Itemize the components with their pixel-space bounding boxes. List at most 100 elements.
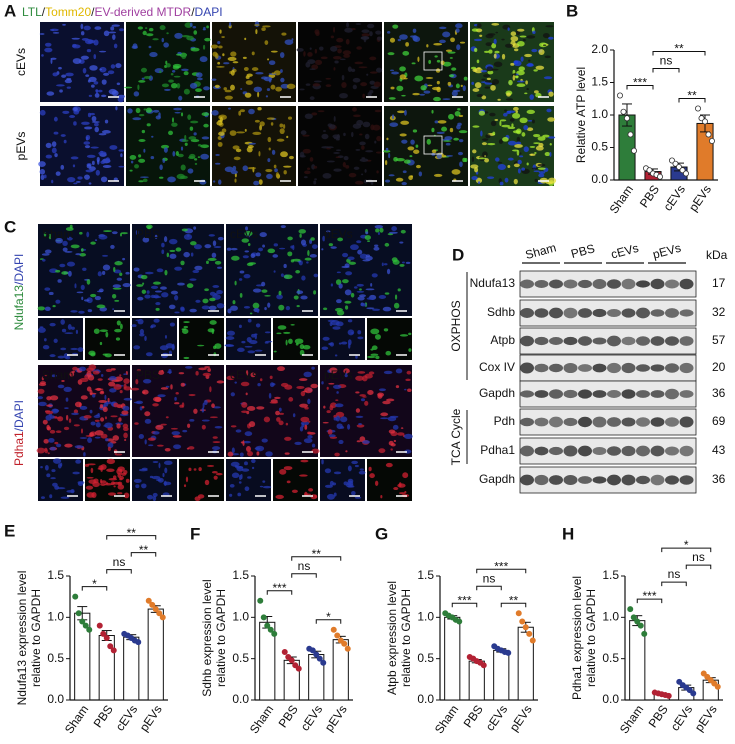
micrograph-texture xyxy=(187,423,191,428)
micrograph-texture xyxy=(217,61,221,65)
micrograph-texture xyxy=(70,156,79,160)
micrograph-texture xyxy=(87,112,92,118)
micrograph-texture xyxy=(369,31,373,37)
micrograph-texture xyxy=(531,167,538,170)
micrograph-texture xyxy=(87,79,91,83)
image-label: PBS xyxy=(136,227,160,241)
micrograph-texture xyxy=(240,441,245,444)
micrograph-texture xyxy=(91,160,95,166)
micrograph-texture xyxy=(396,432,405,436)
micrograph-texture xyxy=(494,50,500,54)
micrograph-texture xyxy=(114,453,123,456)
micrograph-texture xyxy=(543,76,553,80)
significance-label: ** xyxy=(687,89,697,103)
micrograph-texture xyxy=(80,248,84,252)
data-point xyxy=(630,614,637,621)
micrograph-texture xyxy=(484,80,492,83)
micrograph-texture xyxy=(482,151,488,158)
micrograph-texture xyxy=(509,118,515,122)
blot-band xyxy=(621,362,636,374)
section-label: OXPHOS xyxy=(449,300,463,351)
micrograph-texture xyxy=(173,107,182,111)
micrograph-texture xyxy=(374,109,382,113)
micrograph-texture xyxy=(57,384,65,389)
micrograph-texture xyxy=(397,288,401,292)
micrograph-texture xyxy=(71,412,79,416)
data-point xyxy=(617,92,624,99)
micrograph-texture xyxy=(97,290,104,293)
data-point xyxy=(624,115,631,122)
micrograph-texture xyxy=(152,38,159,41)
row-label-part: /DAPI xyxy=(12,400,26,431)
micrograph-texture xyxy=(119,272,123,277)
micrograph-texture xyxy=(130,387,140,391)
micrograph-texture xyxy=(364,373,373,379)
micrograph-texture xyxy=(251,51,255,56)
micrograph-texture xyxy=(275,410,280,416)
y-axis-label: Pdha1 expression level xyxy=(570,576,584,700)
micrograph-texture xyxy=(399,241,404,244)
data-point xyxy=(103,635,110,642)
micrograph-texture xyxy=(110,26,115,31)
blot-band xyxy=(621,308,636,318)
micrograph-texture xyxy=(280,69,283,73)
micrograph-texture xyxy=(116,277,123,281)
micrograph-texture xyxy=(148,444,154,447)
micrograph-texture xyxy=(534,90,539,94)
data-point xyxy=(281,649,288,656)
micrograph-texture xyxy=(342,161,346,168)
micrograph-texture xyxy=(144,439,147,445)
micrograph-texture xyxy=(164,269,168,276)
micrograph-texture xyxy=(184,134,187,140)
micrograph-texture xyxy=(280,382,289,388)
micrograph xyxy=(298,106,382,186)
micrograph-texture xyxy=(76,291,84,294)
blot-band xyxy=(621,278,636,290)
x-tick-label: cEVs xyxy=(661,183,689,214)
micrograph-texture xyxy=(400,229,406,234)
micrograph-texture xyxy=(111,231,118,235)
micrograph-texture xyxy=(163,460,173,466)
micrograph-texture xyxy=(454,110,461,117)
micrograph-texture xyxy=(258,247,264,252)
micrograph-texture xyxy=(411,62,416,65)
lane-group: pEVs xyxy=(651,241,682,262)
micrograph-texture xyxy=(392,24,399,29)
micrograph-texture xyxy=(258,151,261,157)
micrograph-texture xyxy=(479,34,483,37)
micrograph-texture xyxy=(211,110,219,116)
micrograph-texture xyxy=(53,338,58,344)
micrograph-texture xyxy=(409,155,413,158)
micrograph-texture xyxy=(337,237,344,242)
micrograph-texture xyxy=(388,231,398,234)
micrograph-texture xyxy=(219,29,222,34)
micrograph-texture xyxy=(355,23,362,25)
micrograph-texture xyxy=(436,59,441,63)
micrograph-texture xyxy=(341,341,348,345)
micrograph-texture xyxy=(55,237,63,244)
micrograph-texture xyxy=(138,114,145,117)
micrograph-texture xyxy=(39,109,46,116)
micrograph-texture xyxy=(279,247,286,250)
micrograph-texture xyxy=(324,468,332,474)
micrograph-texture xyxy=(103,72,110,76)
micrograph-texture xyxy=(507,157,514,161)
micrograph-texture xyxy=(395,158,405,162)
micrograph-texture xyxy=(380,417,389,420)
micrograph-texture xyxy=(190,47,200,52)
micrograph-texture xyxy=(442,31,451,38)
micrograph-texture xyxy=(152,109,160,113)
micrograph-texture xyxy=(99,341,103,346)
micrograph-texture xyxy=(516,83,526,88)
micrograph-texture xyxy=(83,415,92,419)
micrograph-texture xyxy=(111,24,120,27)
image-label: cEVs xyxy=(230,368,258,382)
micrograph-texture xyxy=(231,447,235,454)
micrograph-texture xyxy=(113,402,119,408)
micrograph-texture xyxy=(90,421,96,426)
micrograph-texture xyxy=(478,110,486,116)
micrograph-texture xyxy=(285,339,288,346)
blot-band xyxy=(636,336,650,346)
micrograph-texture xyxy=(67,323,72,330)
micrograph-texture xyxy=(300,239,307,246)
